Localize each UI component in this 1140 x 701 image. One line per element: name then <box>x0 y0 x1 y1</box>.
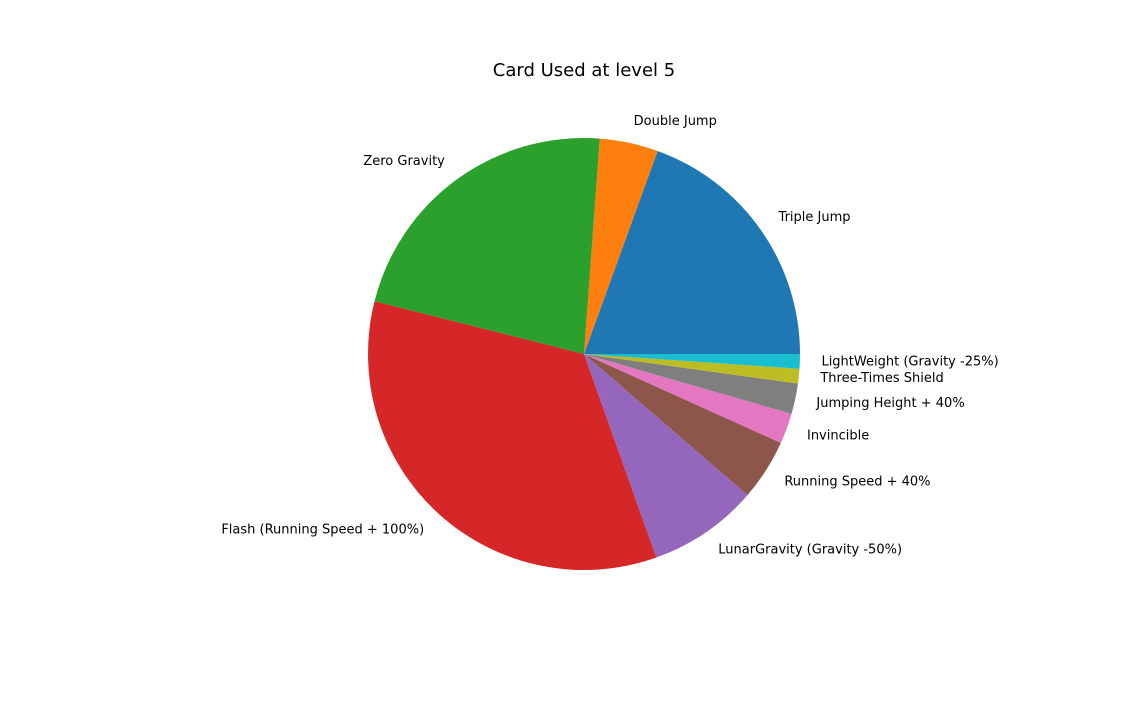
pie-labels: Triple Jump Double Jump Zero Gravity Flash … <box>221 114 998 557</box>
pie-label-running-speed-40: Running Speed + 40% <box>784 474 930 489</box>
pie-label-triple-jump: Triple Jump <box>778 210 851 225</box>
pie-label-three-times-shield: Three-Times Shield <box>819 371 943 386</box>
pie-label-lightweight-gravity-25: LightWeight (Gravity -25%) <box>821 355 998 370</box>
pie-slice-running-speed-40 <box>584 354 781 496</box>
pie-label-lunargravity-gravity-50: LunarGravity (Gravity -50%) <box>718 543 902 558</box>
pie-slice-flash-running-speed-100 <box>368 301 657 570</box>
pie-label-double-jump: Double Jump <box>634 114 717 129</box>
pie-slice-lightweight-gravity-25 <box>584 354 800 369</box>
pie-slice-three-times-shield <box>584 354 800 384</box>
pie-slice-double-jump <box>584 138 658 354</box>
pie-label-flash-running-speed-100: Flash (Running Speed + 100%) <box>221 522 424 537</box>
pie-slice-jumping-height-40 <box>584 354 798 414</box>
pie-slice-invincible <box>584 354 792 443</box>
pie-slices <box>368 138 800 570</box>
pie-label-invincible: Invincible <box>807 429 869 444</box>
chart-title: Card Used at level 5 <box>493 60 675 81</box>
pie-label-jumping-height-40: Jumping Height + 40% <box>815 396 964 411</box>
pie-label-zero-gravity: Zero Gravity <box>363 154 445 169</box>
pie-slice-lunargravity-gravity-50 <box>584 354 748 558</box>
pie-slice-triple-jump <box>584 150 800 354</box>
pie-slice-zero-gravity <box>374 138 600 354</box>
